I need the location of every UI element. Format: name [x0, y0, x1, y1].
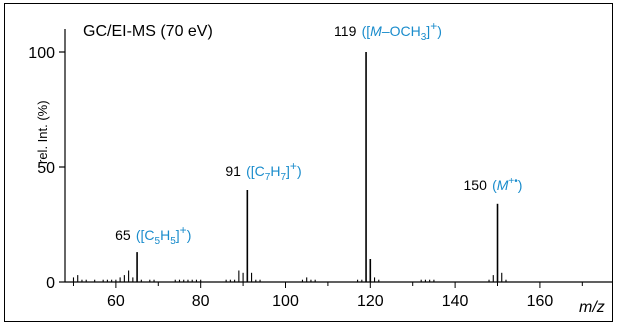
x-tick-label: 120	[357, 293, 384, 310]
chart-title: GC/EI-MS (70 eV)	[83, 23, 213, 40]
peak-label-119: 119	[334, 23, 357, 39]
y-tick-label: 100	[28, 45, 55, 62]
ion-label-119: ([M–OCH3]+)	[362, 19, 442, 43]
ion-label-65: ([C5H5]+)	[136, 223, 192, 247]
peak-label-65: 65	[115, 227, 131, 243]
annotation-119: 119 ([M–OCH3]+)	[334, 19, 442, 43]
x-tick-label: 160	[527, 293, 554, 310]
axes: 0 50 100 60 80 100 120 140 160	[28, 29, 612, 310]
y-axis-label: rel. Int. (%)	[35, 100, 50, 164]
x-tick-label: 100	[272, 293, 299, 310]
x-axis-label: m/z	[579, 299, 605, 316]
x-tick-label: 140	[442, 293, 469, 310]
peaks	[72, 52, 507, 282]
peak-label-150: 150	[464, 177, 488, 193]
annotation-65: 65 ([C5H5]+)	[115, 223, 191, 247]
ion-label-91: ([C7H7]+)	[246, 159, 301, 183]
annotation-150: 150 (M+•)	[464, 176, 523, 193]
x-tick-label: 80	[192, 293, 210, 310]
y-tick-label: 50	[37, 160, 55, 177]
ion-label-150: (M+•)	[492, 176, 522, 193]
y-tick-label: 0	[46, 275, 55, 292]
annotation-91: 91 ([C7H7]+)	[225, 159, 301, 183]
peak-label-91: 91	[225, 163, 241, 179]
mass-spectrum-chart: GC/EI-MS (70 eV) rel. Int. (%) m/z 0 50 10…	[28, 19, 612, 316]
spectrum-frame: GC/EI-MS (70 eV) rel. Int. (%) m/z 0 50 10…	[4, 3, 613, 322]
x-tick-label: 60	[107, 293, 125, 310]
